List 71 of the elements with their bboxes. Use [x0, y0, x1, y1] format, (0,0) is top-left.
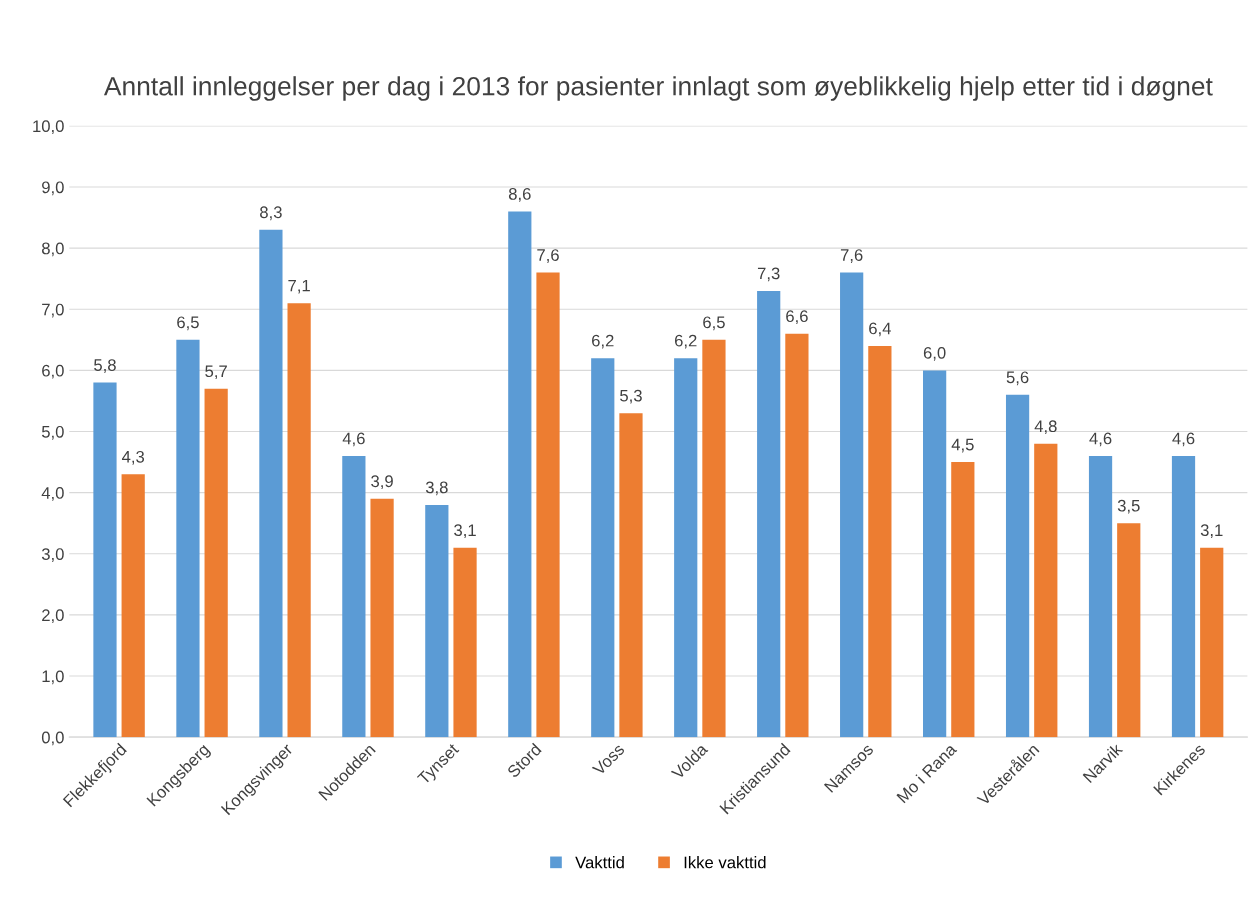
bar — [840, 272, 864, 738]
y-tick-label: 8,0 — [42, 242, 64, 257]
bar — [508, 211, 532, 738]
data-label: 4,8 — [1034, 420, 1057, 435]
bar — [619, 413, 643, 738]
y-tick-label: 9,0 — [42, 181, 64, 196]
bar — [342, 455, 366, 738]
bar — [204, 388, 228, 738]
y-tick-label: 6,0 — [42, 364, 64, 379]
bar — [951, 462, 975, 738]
bar — [1200, 547, 1224, 738]
y-tick-label: 2,0 — [42, 609, 64, 624]
bar — [702, 339, 726, 738]
bar — [1034, 443, 1058, 738]
data-label: 5,7 — [205, 365, 227, 380]
bar — [93, 382, 117, 738]
data-label: 4,6 — [1089, 432, 1112, 447]
legend-label: Vakttid — [575, 856, 624, 869]
data-label: 3,1 — [1200, 524, 1223, 539]
data-label: 5,3 — [620, 389, 642, 404]
data-label: 3,9 — [371, 475, 393, 490]
bar — [785, 333, 809, 738]
y-tick-label: 0,0 — [41, 731, 64, 746]
bar — [674, 358, 698, 738]
bar — [259, 229, 283, 738]
data-label: 6,6 — [786, 310, 808, 325]
bar — [1005, 394, 1030, 738]
bar — [121, 474, 145, 738]
bar — [425, 504, 449, 738]
data-label: 8,3 — [260, 206, 282, 221]
data-label: 4,6 — [342, 432, 365, 447]
bar — [287, 303, 311, 738]
bar — [757, 290, 781, 738]
y-tick-label: 3,0 — [41, 548, 64, 562]
data-label: 3,8 — [425, 481, 448, 496]
bar — [1088, 455, 1113, 738]
bar — [1171, 455, 1196, 738]
bar — [536, 272, 560, 738]
chart-title: Anntall innleggelser per dag i 2013 for pasienter innlagt som øyeblikkelig hjelp etter tid i døgnet — [103, 76, 1213, 101]
data-label: 7,3 — [757, 267, 780, 282]
bar — [868, 345, 892, 738]
x-tick-label: Voss — [591, 742, 626, 777]
data-label: 7,1 — [288, 279, 310, 294]
data-label: 5,6 — [1006, 371, 1029, 386]
data-label: 6,4 — [869, 322, 891, 337]
bar — [1117, 523, 1141, 738]
data-label: 6,5 — [177, 316, 199, 331]
data-label: 6,5 — [703, 316, 725, 331]
legend-label: Ikke vakttid — [684, 856, 766, 869]
data-label: 5,8 — [94, 359, 116, 373]
data-label: 4,5 — [951, 438, 974, 453]
bar — [923, 370, 947, 738]
data-label: 8,6 — [508, 188, 531, 202]
bar — [453, 547, 477, 738]
y-tick-label: 4,0 — [41, 487, 64, 501]
data-label: 4,6 — [1172, 432, 1195, 447]
bar — [176, 339, 200, 738]
y-tick-label: 5,0 — [41, 425, 64, 440]
bar — [370, 498, 394, 738]
data-label: 7,6 — [840, 249, 863, 263]
data-label: 6,2 — [674, 334, 697, 349]
y-tick-label: 7,0 — [42, 303, 64, 318]
data-label: 6,0 — [923, 346, 946, 361]
y-tick-label: 1,0 — [42, 670, 64, 685]
data-label: 3,5 — [1117, 499, 1140, 514]
bar — [591, 358, 615, 738]
y-tick-label: 10,0 — [33, 120, 64, 135]
data-label: 7,6 — [537, 249, 559, 263]
data-label: 6,2 — [592, 334, 614, 349]
data-label: 4,3 — [121, 450, 145, 465]
data-label: 3,1 — [454, 524, 476, 539]
